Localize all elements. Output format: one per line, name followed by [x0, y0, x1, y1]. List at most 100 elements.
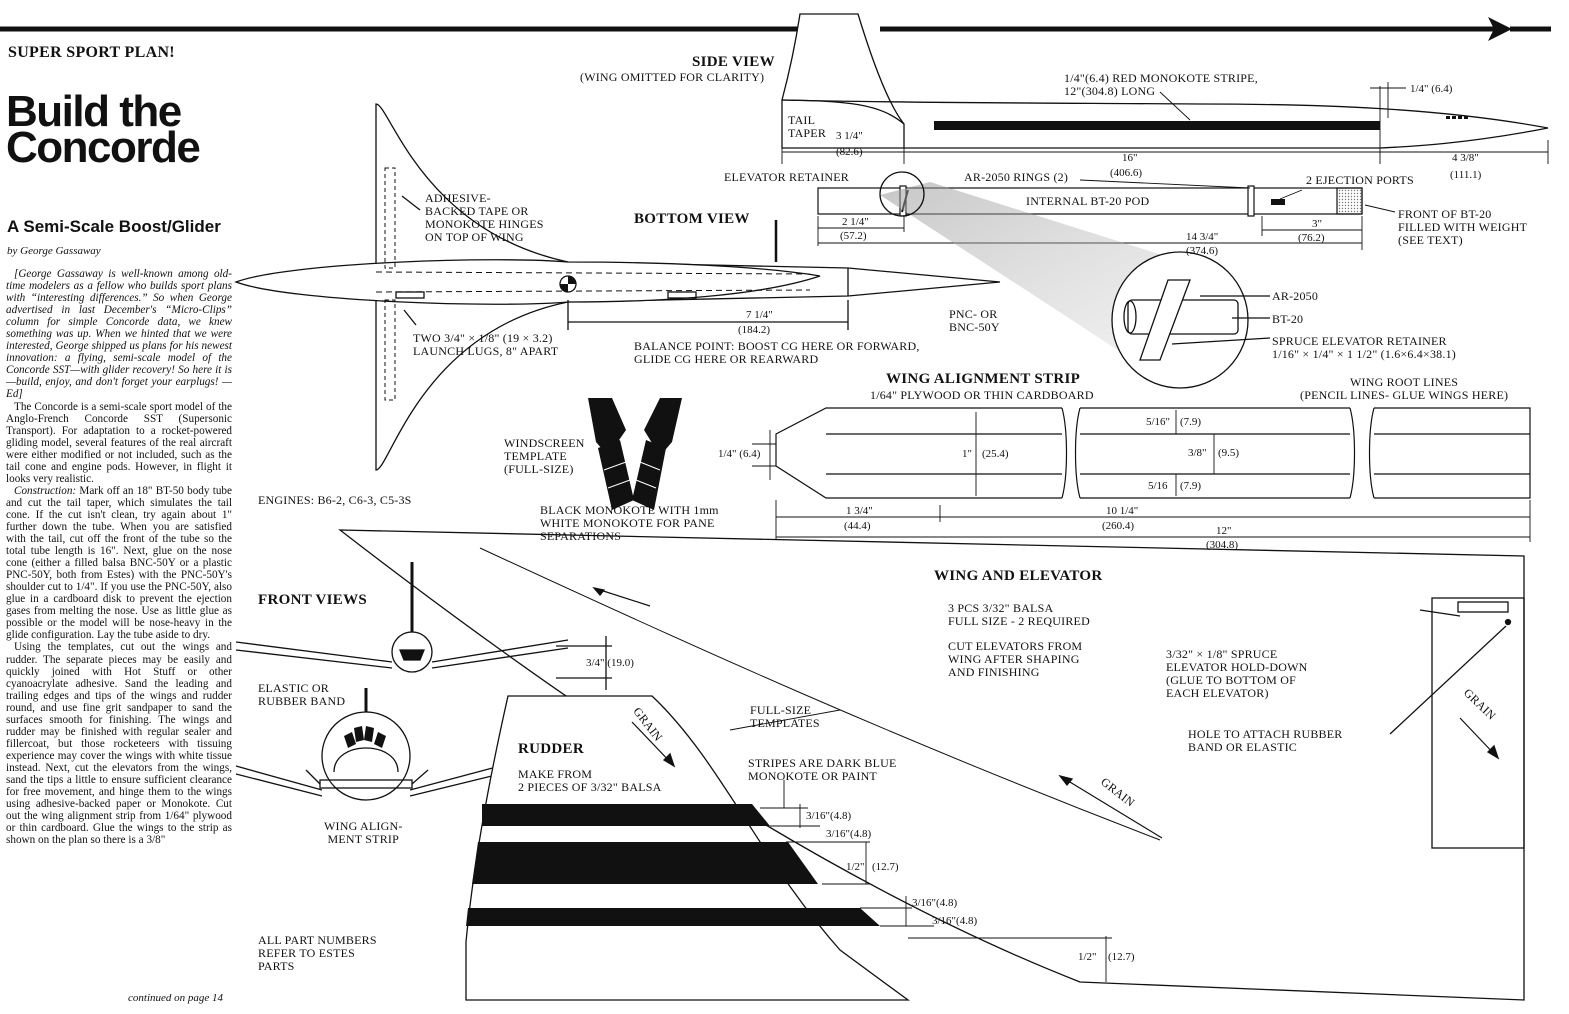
dim-body: 16" [1122, 152, 1138, 164]
dim-body-mm: (406.6) [1110, 167, 1143, 179]
windscreen-template [588, 398, 682, 510]
dim-b: 3/8" [1188, 447, 1207, 459]
dim-tail-mm: (82.6) [836, 146, 863, 158]
dim-len2-mm: (260.4) [1102, 520, 1135, 532]
elastic-note: ELASTIC OR RUBBER BAND [258, 681, 346, 708]
dim-c-mm: (7.9) [1180, 480, 1202, 492]
dim-c: 5/16 [1148, 480, 1168, 492]
launch-lugs-note: TWO 3/4" × 1/8" (19 × 3.2) LAUNCH LUGS, … [413, 331, 559, 358]
detail-bt20: BT-20 [1272, 312, 1304, 326]
dim-tip: 1/4" (6.4) [718, 448, 761, 460]
rings-label: AR-2050 RINGS (2) [964, 170, 1069, 184]
continued-note: continued on page 14 [128, 992, 224, 1004]
dim-pod-b-mm: (374.6) [1186, 245, 1219, 257]
rudder-dimensions [729, 709, 1112, 982]
side-view-note: (WING OMITTED FOR CLARITY) [580, 70, 765, 84]
dim-pod-c-mm: (76.2) [1298, 232, 1325, 244]
rudder-stripes [466, 804, 880, 926]
hinges-note: ADHESIVE- BACKED TAPE OR MONOKOTE HINGES… [425, 191, 544, 244]
kicker: SUPER SPORT PLAN! [8, 44, 175, 61]
alignment-title: WING ALIGNMENT STRIP [886, 371, 1081, 387]
elevator-retainer-label: ELEVATOR RETAINER [724, 170, 849, 184]
hole-note: HOLE TO ATTACH RUBBER BAND OR ELASTIC [1188, 727, 1343, 754]
bottom-view-title: BOTTOM VIEW [634, 211, 750, 227]
windscreen-label: WINDSCREEN TEMPLATE (FULL-SIZE) [504, 436, 585, 476]
dim-tail: 3 1/4" [836, 130, 863, 142]
side-windscreen [1446, 116, 1468, 119]
wing-cut-note: CUT ELEVATORS FROM WING AFTER SHAPING AN… [948, 639, 1083, 679]
front-view-lower [235, 688, 501, 801]
side-view-dimensions [781, 82, 1549, 164]
side-view-fuselage [781, 13, 1549, 149]
page-title: Build the Concorde [6, 87, 201, 172]
alignment-subtitle: 1/64" PLYWOOD OR THIN CARDBOARD [870, 388, 1094, 402]
tail-taper-label: TAIL TAPER [788, 113, 827, 140]
dim-stripe-3-mm: (12.7) [872, 861, 899, 873]
rudder-title: RUDDER [518, 741, 584, 757]
ejection-port [1271, 199, 1285, 205]
dim-len2: 10 1/4" [1106, 505, 1139, 517]
alignment-strip [775, 407, 1531, 499]
dim-a-mm: (7.9) [1180, 416, 1202, 428]
dim-len3-mm: (304.8) [1206, 539, 1239, 551]
dim-len1-mm: (44.4) [844, 520, 871, 532]
header-rule [0, 17, 1551, 41]
dim-pod-b: 14 3/4" [1186, 231, 1219, 243]
dim-stripe-6: 1/2" [1078, 951, 1097, 963]
parts-note: ALL PART NUMBERS REFER TO ESTES PARTS [258, 933, 377, 973]
dim-cg-mm: (184.2) [738, 324, 771, 336]
detail-circle-small [879, 171, 925, 217]
stripes-note: STRIPES ARE DARK BLUE MONOKOTE OR PAINT [748, 756, 897, 783]
dim-stripe-5: 3/16"(4.8) [932, 915, 978, 927]
holddown-note: 3/32" × 1/8" SPRUCE ELEVATOR HOLD-DOWN (… [1166, 647, 1308, 700]
article-paragraph-text: Mark off an 18" BT-50 body tube and cut … [6, 484, 232, 642]
dim-height-mm: (25.4) [982, 448, 1009, 460]
detail-retainer: SPRUCE ELEVATOR RETAINER 1/16" × 1/4" × … [1272, 334, 1456, 361]
dim-stripe-width: 1/4" (6.4) [1410, 83, 1453, 95]
red-stripe [934, 121, 1380, 130]
article-body: [George Gassaway is well-known among old… [6, 268, 232, 846]
detail-ar2050: AR-2050 [1272, 289, 1319, 303]
wing-material: 3 PCS 3/32" BALSA FULL SIZE - 2 REQUIRED [948, 601, 1090, 628]
dim-stripe-6-mm: (12.7) [1108, 951, 1135, 963]
run-in-heading: Construction: [14, 484, 77, 497]
dim-nose-mm: (111.1) [1450, 169, 1482, 181]
dim-pod-a: 2 1/4" [842, 216, 869, 228]
root-lines-note: WING ROOT LINES (PENCIL LINES- GLUE WING… [1300, 375, 1509, 402]
windscreen-note: BLACK MONOKOTE WITH 1mm WHITE MONOKOTE F… [540, 503, 719, 543]
dim-nose: 4 3/8" [1452, 152, 1479, 164]
dim-front: 3/4" (19.0) [586, 657, 634, 669]
rudder-material: MAKE FROM 2 PIECES OF 3/32" BALSA [518, 767, 662, 794]
front-windscreen [344, 726, 386, 748]
article-paragraph: The Concorde is a semi-scale sport model… [6, 400, 232, 485]
byline: by George Gassaway [7, 245, 101, 257]
editor-intro: [George Gassaway is well-known among old… [6, 268, 232, 401]
bottom-view [234, 103, 1001, 471]
dim-stripe-1: 3/16"(4.8) [806, 810, 852, 822]
ejection-ports-label: 2 EJECTION PORTS [1306, 173, 1414, 187]
engines-note: ENGINES: B6-2, C6-3, C5-3S [258, 493, 412, 507]
wing-title: WING AND ELEVATOR [934, 568, 1103, 584]
detail-circle [1111, 251, 1271, 389]
stripe-note: 1/4"(6.4) RED MONOKOTE STRIPE, 12"(304.8… [1064, 71, 1258, 98]
subtitle: A Semi-Scale Boost/Glider [7, 217, 221, 236]
templates-note: FULL-SIZE TEMPLATES [750, 703, 820, 730]
dim-stripe-3: 1/2" [846, 861, 865, 873]
dim-len1: 1 3/4" [846, 505, 873, 517]
nose-cone-note: PNC- OR BNC-50Y [949, 307, 1000, 334]
dim-len3: 12" [1216, 525, 1232, 537]
alignment-dimensions [752, 410, 1531, 542]
pod-label: INTERNAL BT-20 POD [1026, 194, 1150, 208]
strip-note: WING ALIGN- MENT STRIP [324, 819, 403, 846]
article-paragraph: Using the templates, cut out the wings a… [6, 641, 232, 847]
dim-a: 5/16" [1146, 416, 1171, 428]
front-views-title: FRONT VIEWS [258, 592, 368, 608]
dim-stripe-2: 3/16"(4.8) [826, 828, 872, 840]
dim-pod-c: 3" [1312, 218, 1322, 230]
dim-height: 1" [962, 448, 972, 460]
side-view-title: SIDE VIEW [692, 54, 775, 70]
front-weight-note: FRONT OF BT-20 FILLED WITH WEIGHT (SEE T… [1398, 207, 1528, 247]
dim-b-mm: (9.5) [1218, 447, 1240, 459]
dim-pod-a-mm: (57.2) [840, 230, 867, 242]
